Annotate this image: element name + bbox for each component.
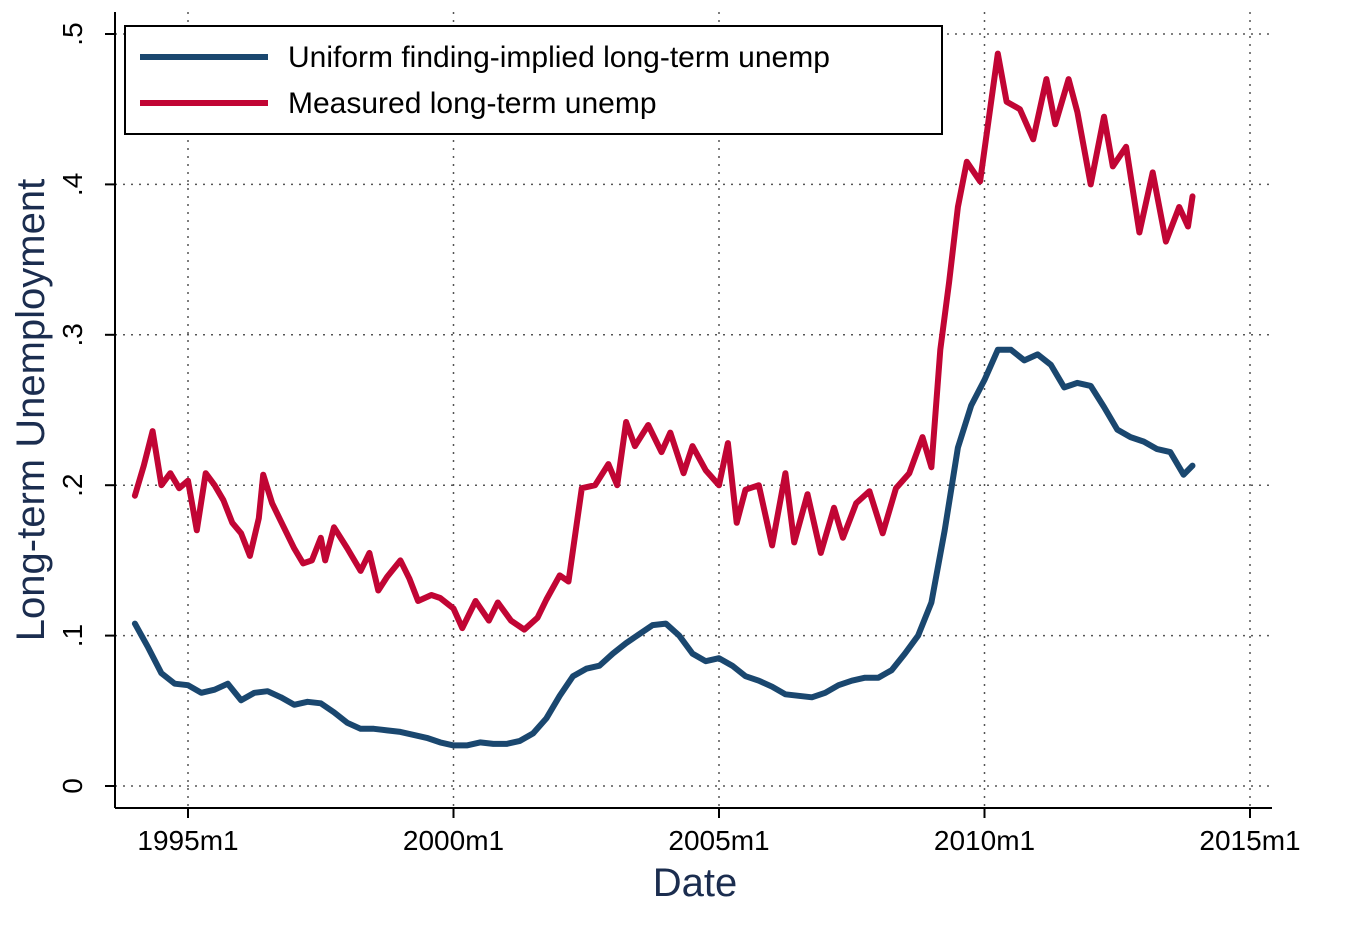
- x-tick-label: 2005m1: [668, 825, 769, 856]
- series-line-uniform: [131, 346, 1196, 749]
- series-line-measured: [131, 50, 1196, 633]
- y-tick-label: 0: [57, 778, 88, 794]
- y-axis-title: Long-term Unemployment: [9, 179, 53, 641]
- x-tick-label: 1995m1: [137, 825, 238, 856]
- legend-label-measured: Measured long-term unemp: [288, 87, 657, 120]
- legend: Uniform finding-implied long-term unemp …: [124, 25, 943, 135]
- y-tick-label: .4: [57, 173, 88, 196]
- x-tick-label: 2010m1: [934, 825, 1035, 856]
- axes: [105, 12, 1272, 818]
- x-tick-label: 2000m1: [403, 825, 504, 856]
- y-tick-label: .5: [57, 22, 88, 45]
- y-tick-label: .1: [57, 624, 88, 647]
- tick-labels: 0 .1 .2 .3 .4 .5 1995m1 2000m1 2005m1 2010m1 2015m…: [57, 22, 1301, 856]
- y-tick-label: .3: [57, 323, 88, 346]
- legend-label-uniform: Uniform finding-implied long-term unemp: [288, 41, 830, 74]
- legend-box: [124, 25, 943, 135]
- y-tick-label: .2: [57, 474, 88, 497]
- x-axis-title: Date: [653, 861, 738, 905]
- x-tick-label: 2015m1: [1199, 825, 1300, 856]
- series-lines: [131, 50, 1196, 749]
